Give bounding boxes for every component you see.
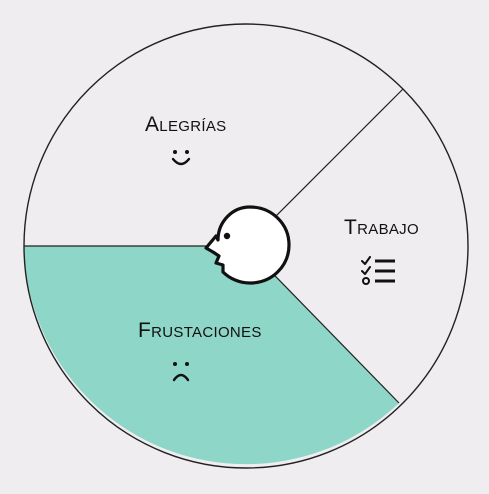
smile-icon	[171, 150, 191, 166]
frown-icon	[172, 362, 190, 382]
segment-trabajo[interactable]	[246, 89, 467, 403]
segment-label-alegrias: Alegrías	[145, 113, 227, 136]
wheel-outline	[23, 23, 469, 469]
head-eye	[223, 232, 231, 240]
segment-frustaciones[interactable]	[24, 246, 399, 465]
head-profile-icon	[204, 205, 291, 285]
segment-alegrias[interactable]	[23, 23, 403, 247]
checklist-icon	[361, 256, 395, 285]
segment-label-frustaciones: Frustaciones	[138, 319, 262, 342]
segment-label-trabajo: Trabajo	[344, 216, 419, 239]
